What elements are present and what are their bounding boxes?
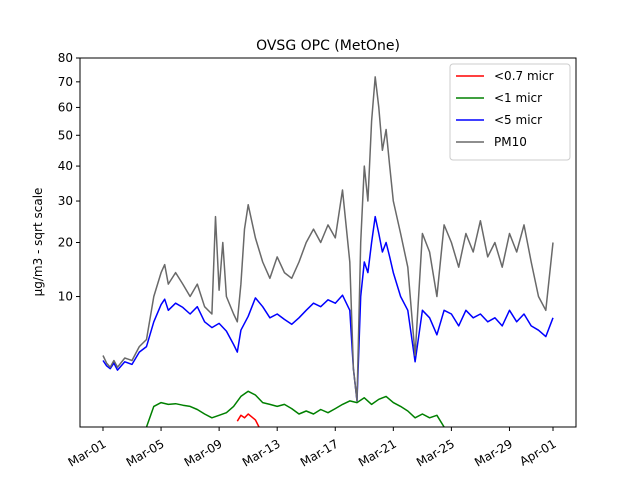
y-tick-label: 80 xyxy=(58,51,73,65)
x-tick-label: Mar-05 xyxy=(124,437,167,470)
legend-box xyxy=(449,63,571,161)
legend-label: <0.7 micr xyxy=(494,69,554,83)
series-line-3 xyxy=(102,76,554,402)
x-tick-label: Mar-17 xyxy=(298,437,341,470)
x-tick-label: Mar-09 xyxy=(182,437,225,470)
legend-label: <5 micr xyxy=(494,113,542,127)
legend-label: <1 micr xyxy=(494,91,542,105)
x-tick-label: Mar-21 xyxy=(356,437,399,470)
legend-label: PM10 xyxy=(494,135,527,149)
y-tick-label: 40 xyxy=(58,159,73,173)
chart-title: OVSG OPC (MetOne) xyxy=(256,38,400,54)
y-tick-label: 30 xyxy=(58,194,73,208)
x-axis-ticks: Mar-01 Mar-05 Mar-09 Mar-13 Mar-17 Mar-21 Mar-… xyxy=(66,427,559,470)
y-tick-label: 70 xyxy=(58,75,73,89)
y-tick-label: 10 xyxy=(58,290,73,304)
y-tick-label: 60 xyxy=(58,100,73,114)
x-tick-label: Mar-13 xyxy=(240,437,283,470)
series-line-1 xyxy=(145,390,445,427)
y-axis-label: µg/m3 - sqrt scale xyxy=(31,188,45,297)
y-axis-ticks: 10 20 30 40 50 60 70 80 xyxy=(58,51,80,304)
x-tick-label: Mar-29 xyxy=(472,437,515,470)
y-tick-label: 20 xyxy=(58,236,73,250)
legend: <0.7 micr <1 micr <5 micr PM10 xyxy=(449,63,571,161)
series-line-2 xyxy=(102,215,554,402)
x-tick-label: Apr-01 xyxy=(517,437,558,469)
series-layer xyxy=(102,76,554,427)
y-tick-label: 50 xyxy=(58,128,73,142)
series-line-0 xyxy=(236,413,260,427)
x-tick-label: Mar-01 xyxy=(66,437,109,470)
x-tick-label: Mar-25 xyxy=(414,437,457,470)
